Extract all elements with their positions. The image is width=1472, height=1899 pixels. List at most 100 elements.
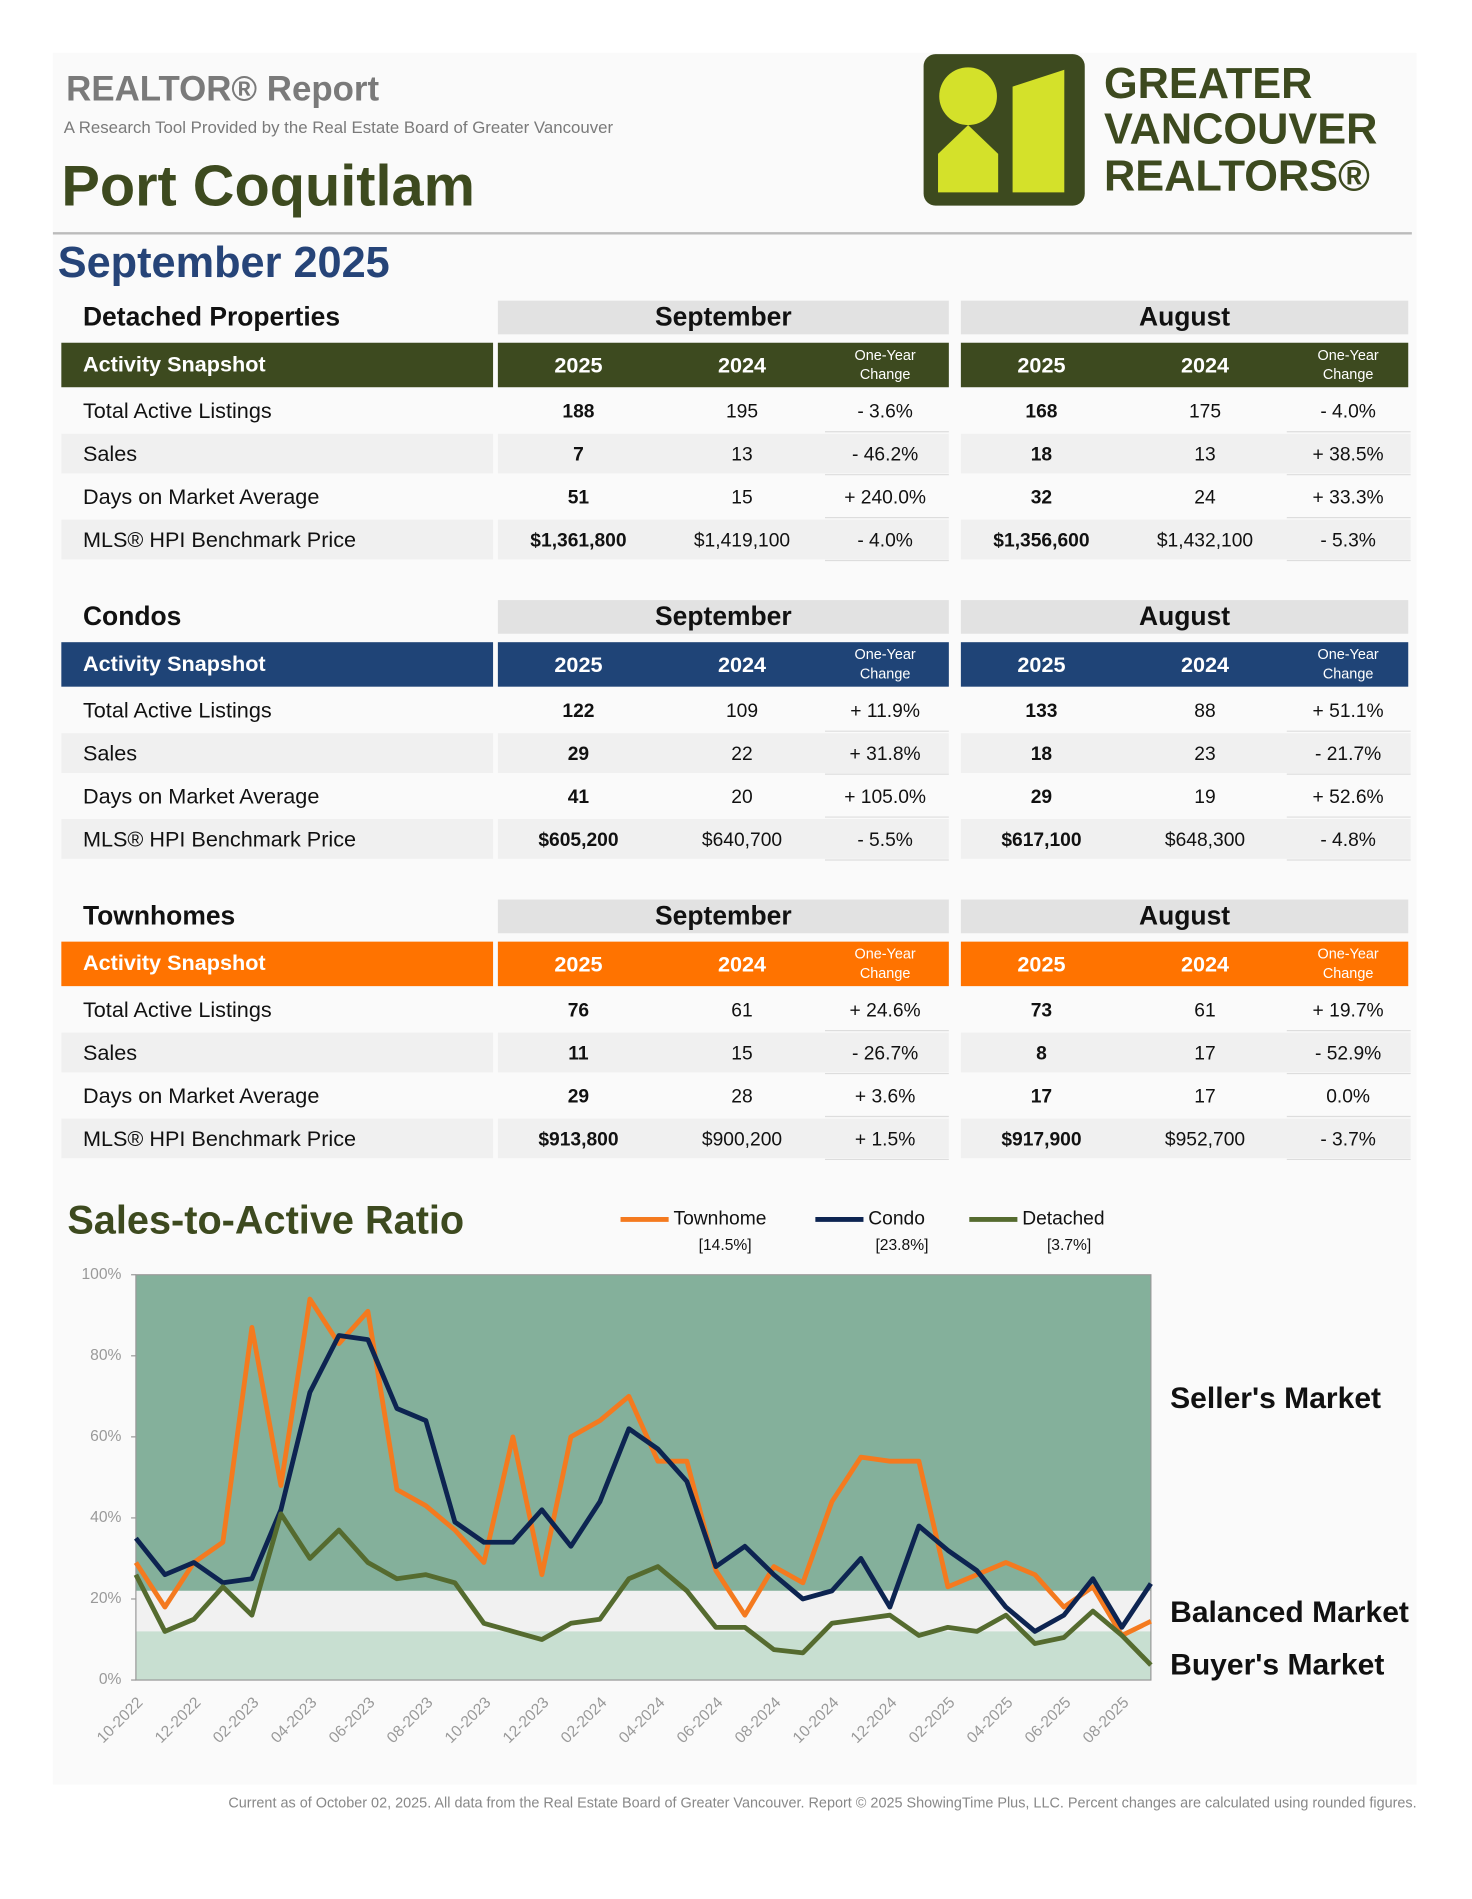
logo-text: REALTORS® (1104, 153, 1370, 201)
legend-latest: [14.5%] (699, 1237, 752, 1254)
logo-shape (938, 125, 999, 193)
y-tick-label: 40% (90, 1509, 121, 1526)
table-cell: 32 (1031, 487, 1052, 508)
row-label: Days on Market Average (83, 784, 319, 809)
table-cell: 17 (1194, 1086, 1215, 1107)
table-cell: $1,419,100 (694, 530, 790, 551)
row-shade (497, 1032, 949, 1073)
row-shade (497, 819, 949, 859)
band-label: Seller's Market (1170, 1382, 1381, 1415)
table-cell: + 24.6% (850, 1000, 921, 1021)
column-header: Change (860, 666, 911, 682)
snapshot-label: Activity Snapshot (83, 651, 266, 676)
table-cell: $617,100 (1001, 830, 1081, 851)
table-cell: 8 (1036, 1043, 1047, 1064)
table-cell: 20 (731, 787, 752, 808)
table-cell: 73 (1031, 1000, 1052, 1021)
row-shade (61, 519, 494, 560)
table-cell: + 11.9% (850, 701, 920, 722)
series-line (133, 1511, 1153, 1667)
row-label: Days on Market Average (83, 1083, 319, 1108)
period-header: September (655, 601, 792, 631)
column-header: 2025 (554, 951, 602, 976)
table-cell: 195 (726, 402, 758, 423)
logo: GREATER VANCOUVER REALTORS® (923, 54, 1377, 206)
legend-latest: [23.8%] (875, 1237, 928, 1254)
table-cell: 18 (1031, 744, 1053, 765)
snapshot-bar (960, 342, 1409, 388)
table-cell: 0.0% (1326, 1086, 1370, 1107)
row-shade (960, 819, 1411, 859)
table-cell: $640,700 (702, 830, 782, 851)
table-cell: - 5.5% (857, 830, 913, 851)
row-shade (61, 1032, 494, 1073)
y-tick-label: 80% (90, 1347, 121, 1364)
table-cell: + 38.5% (1313, 445, 1384, 466)
table-cell: 13 (731, 445, 752, 466)
section-title: Townhomes (83, 901, 235, 931)
report-subtitle: A Research Tool Provided by the Real Est… (64, 118, 614, 137)
table-cell: + 3.6% (855, 1086, 915, 1107)
logo-text: VANCOUVER (1104, 106, 1377, 154)
row-shade (960, 433, 1411, 474)
table-cell: 61 (731, 1000, 752, 1021)
table-cell: $913,800 (538, 1129, 618, 1150)
table-cell: $952,700 (1165, 1129, 1245, 1150)
column-header: One-Year (855, 647, 916, 663)
plot-frame (135, 1274, 1152, 1681)
column-header: 2024 (718, 951, 766, 976)
period-header: September (655, 901, 792, 931)
section-title: Condos (83, 601, 181, 631)
period-header-bg (960, 300, 1409, 335)
table-cell: 29 (1031, 787, 1052, 808)
table-cell: 22 (731, 744, 752, 765)
band-label: Balanced Market (1170, 1596, 1409, 1629)
table-cell: 29 (568, 744, 589, 765)
table-cell: - 26.7% (852, 1043, 918, 1064)
period-header-bg (960, 899, 1409, 934)
table-cell: 17 (1031, 1086, 1052, 1107)
table-cell: 168 (1025, 402, 1057, 423)
column-header: One-Year (1318, 647, 1379, 663)
snapshot-bar (61, 941, 494, 987)
market-band (135, 1590, 1151, 1632)
table-cell: $648,300 (1165, 830, 1245, 851)
table-cell: 188 (562, 402, 594, 423)
y-tick-label: 0% (99, 1671, 122, 1688)
column-header: One-Year (855, 348, 916, 364)
table-cell: + 31.8% (850, 744, 921, 765)
table-cell: + 240.0% (844, 487, 926, 508)
row-shade (497, 433, 949, 474)
column-header: 2025 (554, 652, 602, 677)
column-header: Change (1323, 966, 1374, 982)
table-cell: 76 (568, 1000, 589, 1021)
column-header: 2025 (1017, 652, 1065, 677)
snapshot-label: Activity Snapshot (83, 950, 266, 975)
table-cell: - 52.9% (1315, 1043, 1381, 1064)
period-header: September (655, 302, 792, 332)
table-cell: + 19.7% (1313, 1000, 1384, 1021)
table-cell: + 33.3% (1313, 487, 1384, 508)
row-label: MLS® HPI Benchmark Price (83, 826, 356, 851)
period-header-bg (960, 600, 1409, 634)
band-label: Buyer's Market (1170, 1649, 1384, 1682)
table-cell: 28 (731, 1086, 752, 1107)
period-header-bg (497, 899, 949, 934)
table-cell: - 5.3% (1320, 530, 1376, 551)
y-tick-label: 20% (90, 1590, 121, 1607)
table-cell: - 21.7% (1315, 744, 1381, 765)
row-shade (960, 519, 1411, 560)
snapshot-label: Activity Snapshot (83, 351, 266, 376)
legend-label: Condo (868, 1209, 925, 1230)
column-header: Change (860, 966, 911, 982)
table-cell: 61 (1194, 1000, 1215, 1021)
logo-shape (1012, 69, 1065, 193)
column-header: Change (1323, 367, 1374, 383)
row-label: Total Active Listings (83, 997, 272, 1022)
table-cell: 11 (568, 1043, 589, 1064)
row-shade (61, 819, 494, 859)
location: Port Coquitlam (61, 154, 475, 218)
market-band (135, 1631, 1151, 1681)
table-cell: 24 (1194, 487, 1216, 508)
